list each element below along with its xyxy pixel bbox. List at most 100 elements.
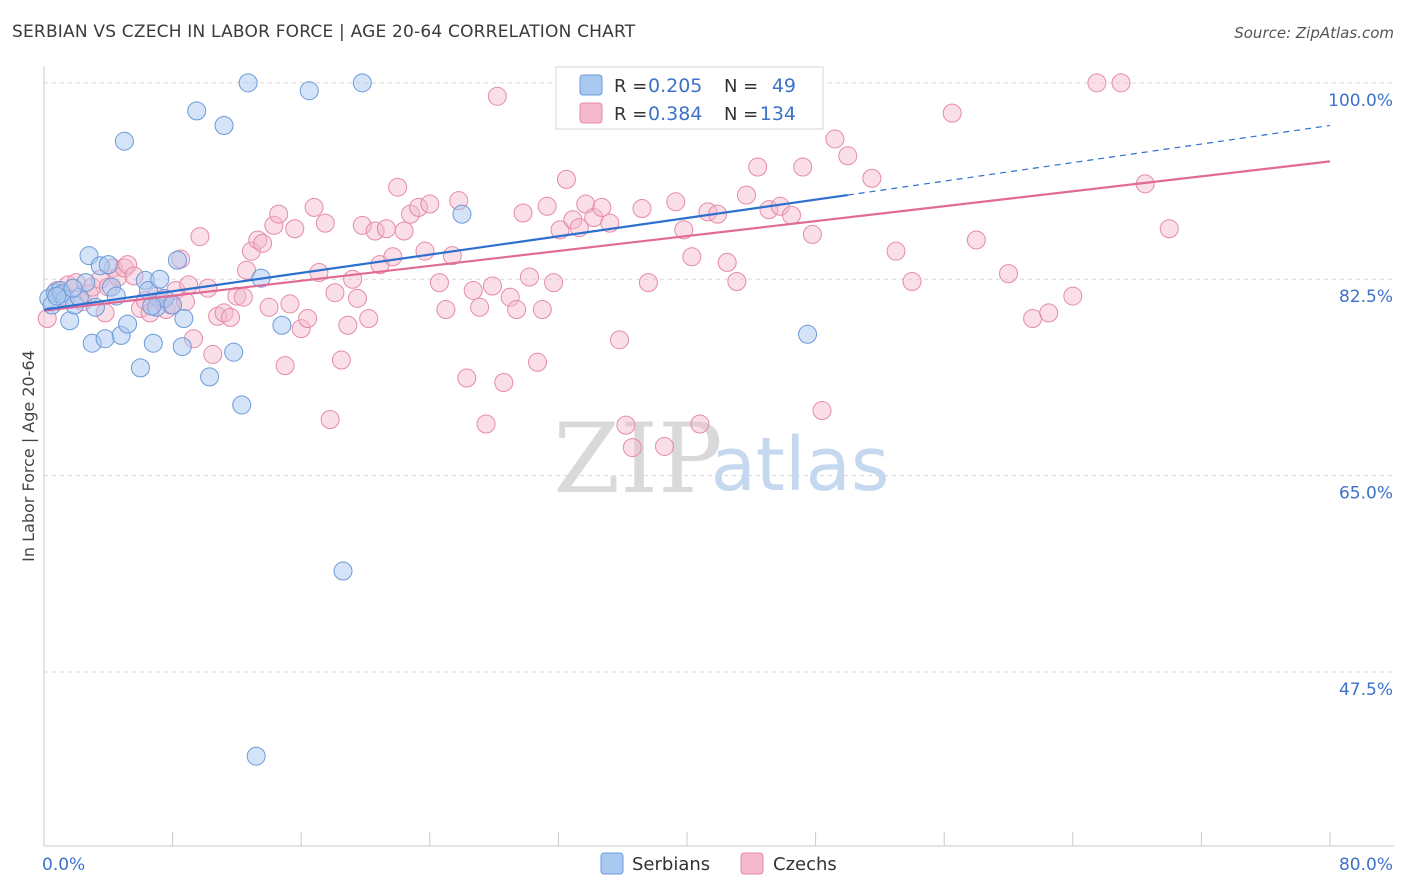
- czech-point-83: [519, 267, 539, 287]
- stats-legend: R = 0.205 N = 49 R = 0.384 N = 134: [555, 66, 824, 130]
- czech-point-45: [285, 219, 305, 239]
- serbian-point-40: [299, 81, 319, 101]
- czech-point-124: [942, 103, 962, 123]
- czech-point-105: [682, 247, 702, 267]
- czech-point-80: [500, 287, 520, 307]
- czechs-n-label: N =: [724, 104, 758, 125]
- legend-czechs-swatch: [740, 852, 764, 875]
- czech-point-62: [383, 247, 403, 267]
- czech-point-128: [1039, 303, 1059, 323]
- serbian-point-37: [246, 746, 266, 766]
- czech-point-103: [666, 192, 686, 212]
- czech-point-65: [401, 204, 421, 224]
- y-axis-label: In Labor Force | Age 20-64: [19, 350, 38, 562]
- serbian-point-35: [232, 395, 252, 415]
- czech-point-106: [690, 414, 710, 434]
- czech-point-129: [1063, 286, 1083, 306]
- czech-point-78: [487, 86, 507, 106]
- czech-trend-line: [43, 160, 1331, 312]
- czech-point-112: [748, 157, 768, 177]
- watermark: ZIP atlas: [553, 403, 889, 515]
- czech-point-130: [1087, 73, 1107, 93]
- serbian-point-32: [200, 367, 220, 387]
- serbian-point-29: [172, 337, 192, 357]
- serbian-point-34: [224, 342, 244, 362]
- czech-point-73: [457, 368, 477, 388]
- czech-point-118: [812, 401, 832, 421]
- czech-point-35: [233, 287, 253, 307]
- serbian-point-14: [95, 329, 115, 349]
- czech-point-74: [463, 280, 483, 300]
- czech-point-104: [674, 220, 694, 240]
- serbians-n-label: N =: [724, 76, 758, 97]
- watermark-atlas: atlas: [711, 422, 890, 508]
- czech-point-122: [886, 241, 906, 261]
- serbians-swatch: [579, 74, 603, 96]
- czech-point-85: [532, 300, 552, 320]
- czech-point-111: [736, 185, 756, 205]
- y-tick-label-0: 100.0%: [1328, 91, 1393, 111]
- chart-source: Source: ZipAtlas.com: [1234, 24, 1394, 42]
- serbian-point-41: [333, 561, 353, 581]
- czech-point-133: [1159, 219, 1179, 239]
- series-legend: Serbians Czechs: [600, 852, 837, 875]
- czech-point-28: [190, 227, 210, 247]
- czech-point-46: [291, 319, 311, 339]
- czech-point-36: [237, 260, 257, 280]
- serbian-point-45: [47, 286, 67, 306]
- czech-point-57: [352, 215, 372, 235]
- czech-point-96: [609, 330, 629, 350]
- czech-point-54: [338, 315, 358, 335]
- y-tick-label-2: 65.0%: [1339, 484, 1393, 504]
- czech-point-59: [365, 221, 385, 241]
- legend-czechs-label: Czechs: [773, 854, 837, 875]
- czechs-r-label: R =: [614, 104, 647, 125]
- chart-title: SERBIAN VS CZECH IN LABOR FORCE | AGE 20…: [12, 22, 636, 42]
- x-tick-label-0: 0.0%: [42, 855, 85, 875]
- czech-point-82: [513, 203, 533, 223]
- y-tick-label-3: 47.5%: [1339, 680, 1393, 700]
- serbian-point-19: [118, 314, 138, 334]
- czech-point-79: [494, 372, 514, 392]
- czech-point-48: [304, 197, 324, 217]
- czech-point-69: [429, 273, 449, 293]
- serbian-point-31: [187, 101, 207, 121]
- czech-point-125: [966, 230, 986, 250]
- serbian-point-44: [798, 324, 818, 344]
- trend-lines: [43, 124, 1331, 312]
- serbian-point-30: [174, 309, 194, 329]
- czech-point-75: [470, 297, 490, 317]
- serbian-point-23: [143, 333, 163, 353]
- czech-point-63: [388, 177, 408, 197]
- czech-point-81: [507, 300, 527, 320]
- czech-point-109: [717, 252, 737, 272]
- czech-point-90: [563, 210, 583, 230]
- grid-lines: [44, 82, 1394, 673]
- watermark-zip: ZIP: [553, 403, 722, 515]
- czech-point-26: [179, 275, 199, 295]
- czech-point-119: [825, 129, 845, 149]
- serbian-point-46: [63, 278, 83, 298]
- axes: [43, 66, 1394, 847]
- czech-point-33: [220, 307, 240, 327]
- czech-point-120: [838, 146, 858, 166]
- serbian-trend-line: [43, 193, 848, 311]
- czech-point-42: [269, 204, 289, 224]
- serbian-point-25: [150, 269, 170, 289]
- czech-point-40: [259, 297, 279, 317]
- czech-point-53: [331, 350, 351, 370]
- serbian-point-18: [114, 131, 134, 151]
- czech-point-29: [198, 278, 218, 298]
- czechs-n-value: 134: [760, 103, 796, 125]
- czech-point-98: [622, 438, 642, 458]
- czech-point-44: [280, 294, 300, 314]
- x-tick-label-1: 80.0%: [1339, 855, 1393, 875]
- czech-point-55: [343, 269, 363, 289]
- czech-point-89: [556, 169, 576, 189]
- czech-point-52: [325, 283, 345, 303]
- czech-points: [37, 73, 1179, 458]
- czech-point-116: [793, 157, 813, 177]
- serbians-r-label: R =: [614, 76, 647, 97]
- czechs-swatch: [579, 102, 603, 124]
- czech-point-39: [253, 233, 273, 253]
